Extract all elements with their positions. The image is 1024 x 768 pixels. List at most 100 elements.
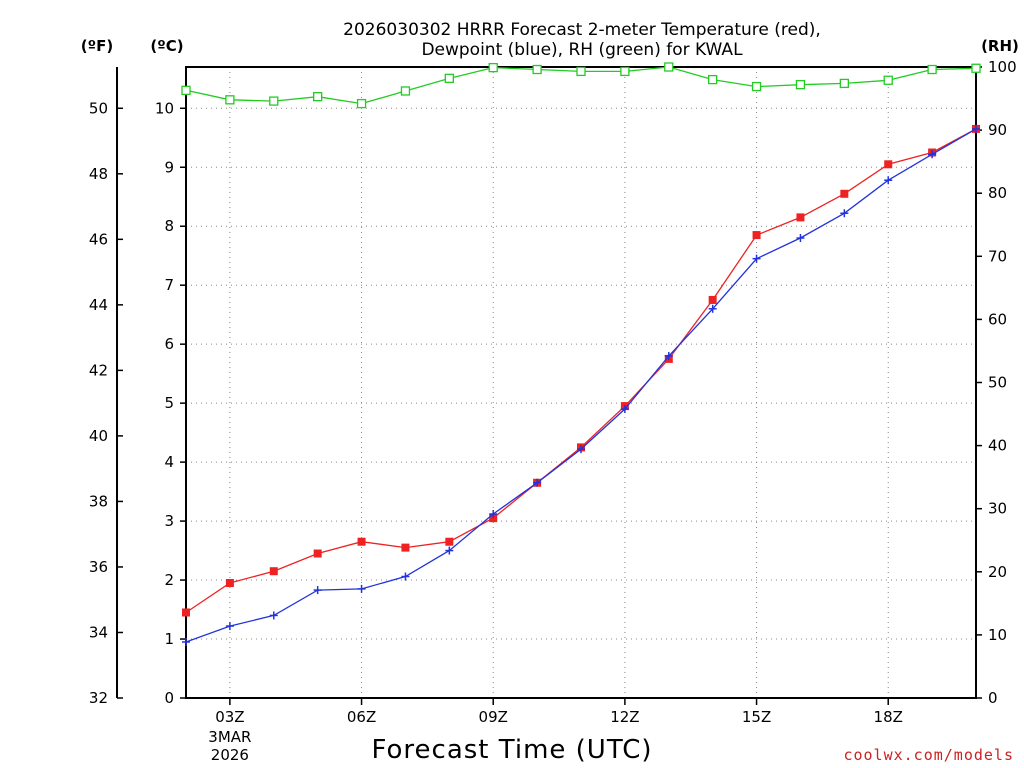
celsius-tick-label: 8: [164, 217, 174, 235]
rh-unit-label: (RH): [981, 37, 1019, 55]
dewpoint-point: [182, 637, 190, 646]
rh-point: [795, 80, 806, 90]
dewpoint-point: [928, 150, 937, 159]
fahrenheit-unit-label: (ºF): [81, 37, 113, 55]
dewpoint-point: [489, 510, 498, 519]
temperature-point: [752, 231, 761, 240]
rh-point: [620, 66, 630, 77]
dewpoint-point: [225, 622, 234, 631]
temperature-point: [357, 537, 366, 546]
dewpoint-point: [620, 405, 629, 414]
rh-tick-label: 70: [988, 247, 1007, 265]
fahrenheit-tick-label: 42: [89, 361, 108, 379]
dewpoint-point: [401, 572, 410, 581]
rh-point: [664, 62, 674, 72]
fahrenheit-tick-label: 32: [89, 689, 108, 707]
rh-point: [971, 63, 981, 73]
celsius-tick-label: 3: [164, 512, 174, 530]
temperature-point: [445, 537, 454, 546]
chart-title-line-1: 2026030302 HRRR Forecast 2-meter Tempera…: [343, 20, 821, 40]
dewpoint-point: [972, 124, 980, 133]
temperature-point: [225, 579, 234, 588]
x-tick-label: 03Z: [215, 708, 244, 726]
celsius-tick-label: 5: [164, 394, 174, 412]
rh-tick-label: 10: [988, 626, 1007, 644]
x-tick-sublabel: 3MAR: [208, 728, 251, 746]
dewpoint-point: [708, 304, 717, 313]
fahrenheit-tick-label: 50: [89, 99, 108, 117]
fahrenheit-tick-label: 44: [89, 296, 108, 314]
rh-point: [839, 78, 849, 89]
dewpoint-point: [445, 546, 454, 555]
rh-point: [181, 85, 191, 95]
temperature-point: [182, 608, 190, 617]
rh-tick-label: 50: [988, 374, 1007, 392]
fahrenheit-tick-label: 36: [89, 558, 108, 576]
temperature-point: [313, 549, 322, 558]
rh-point: [708, 74, 718, 85]
credit-text: coolwx.com/models: [843, 746, 1014, 764]
celsius-unit-label: (ºC): [150, 37, 183, 55]
rh-tick-label: 20: [988, 563, 1007, 581]
rh-tick-label: 100: [988, 58, 1017, 76]
plot-frame: [185, 66, 977, 699]
dewpoint-point: [577, 445, 585, 454]
rh-point: [356, 98, 367, 109]
x-tick-label: 09Z: [479, 708, 508, 726]
dewpoint-point: [884, 176, 893, 185]
temperature-point: [796, 213, 805, 222]
dewpoint-point: [269, 611, 278, 620]
fahrenheit-tick-label: 34: [89, 623, 108, 641]
dewpoint-point: [796, 234, 805, 243]
rh-point: [225, 95, 235, 105]
dewpoint-point: [664, 351, 673, 360]
rh-point: [400, 86, 411, 96]
rh-point: [576, 66, 586, 77]
dewpoint-line: [185, 128, 977, 643]
rh-point: [444, 73, 454, 84]
x-tick-label: 12Z: [610, 708, 639, 726]
rh-point: [313, 92, 323, 102]
temperature-point: [708, 295, 717, 304]
dewpoint-point: [752, 254, 761, 263]
x-axis-label: Forecast Time (UTC): [371, 735, 652, 765]
series-dewpoint: [182, 124, 980, 646]
series-temperature: [182, 124, 980, 617]
rh-tick-label: 0: [988, 689, 998, 707]
x-tick-sublabel: 2026: [211, 746, 249, 764]
rh-point: [532, 64, 542, 75]
fahrenheit-tick-label: 48: [89, 165, 108, 183]
rh-point: [883, 75, 893, 85]
celsius-tick-label: 9: [164, 158, 174, 176]
celsius-tick-label: 2: [164, 571, 174, 589]
celsius-tick-label: 4: [164, 453, 174, 471]
temperature-point: [840, 189, 849, 198]
celsius-tick-label: 0: [164, 689, 174, 707]
dewpoint-point: [313, 586, 322, 595]
temperature-line: [185, 128, 977, 614]
dewpoint-point: [357, 584, 366, 593]
axes: 3234363840424446485001234567891001020304…: [89, 58, 1017, 764]
fahrenheit-tick-label: 40: [89, 427, 108, 445]
celsius-tick-label: 1: [164, 630, 174, 648]
rh-point: [488, 62, 498, 73]
celsius-tick-label: 10: [155, 99, 174, 117]
temperature-point: [401, 543, 410, 552]
series: [181, 62, 981, 646]
x-tick-label: 15Z: [742, 708, 771, 726]
grid: [186, 67, 976, 698]
dewpoint-point: [533, 478, 542, 487]
series-rh: [181, 62, 981, 109]
dewpoint-point: [840, 209, 849, 218]
rh-tick-label: 90: [988, 121, 1007, 139]
fahrenheit-tick-label: 38: [89, 492, 108, 510]
rh-point: [927, 64, 937, 75]
x-tick-label: 06Z: [347, 708, 376, 726]
x-tick-label: 18Z: [874, 708, 903, 726]
rh-tick-label: 80: [988, 184, 1007, 202]
temperature-point: [884, 160, 893, 169]
temperature-point: [489, 514, 498, 523]
celsius-tick-label: 6: [164, 335, 174, 353]
rh-tick-label: 40: [988, 437, 1007, 455]
